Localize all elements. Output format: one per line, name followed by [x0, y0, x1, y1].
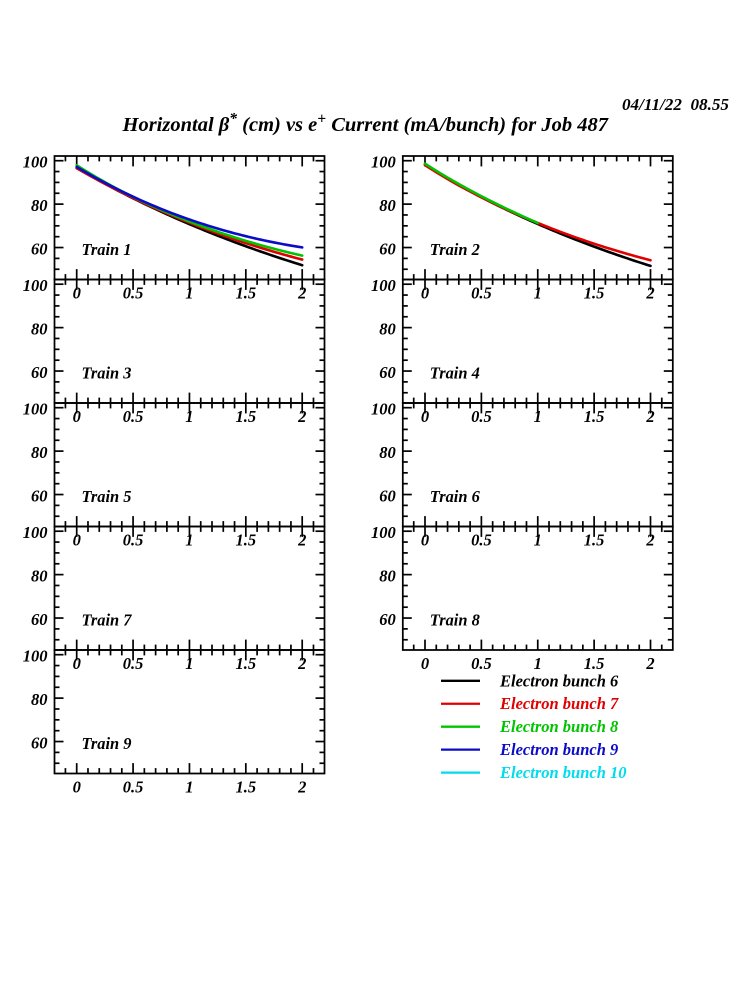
svg-text:100: 100 [371, 523, 396, 542]
svg-text:80: 80 [379, 443, 396, 462]
svg-text:0.5: 0.5 [123, 283, 144, 302]
svg-text:Train 6: Train 6 [430, 487, 481, 506]
svg-text:0.5: 0.5 [123, 654, 144, 673]
svg-text:60: 60 [379, 363, 396, 382]
svg-text:60: 60 [379, 610, 396, 629]
svg-text:Train 2: Train 2 [430, 240, 480, 259]
svg-text:Train 9: Train 9 [82, 734, 132, 753]
svg-text:1: 1 [534, 654, 542, 673]
svg-text:60: 60 [31, 239, 48, 258]
svg-text:Electron bunch 6: Electron bunch 6 [499, 671, 619, 690]
svg-text:100: 100 [371, 153, 396, 172]
svg-text:80: 80 [379, 320, 396, 339]
svg-text:1.5: 1.5 [235, 777, 256, 796]
svg-text:100: 100 [23, 153, 48, 172]
svg-text:1: 1 [534, 407, 542, 426]
svg-text:Train 3: Train 3 [82, 363, 132, 382]
svg-text:1.5: 1.5 [235, 654, 256, 673]
svg-text:80: 80 [379, 567, 396, 586]
svg-text:1.5: 1.5 [584, 283, 605, 302]
svg-text:60: 60 [31, 363, 48, 382]
svg-text:100: 100 [23, 400, 48, 419]
svg-text:1.5: 1.5 [235, 283, 256, 302]
svg-text:80: 80 [31, 443, 48, 462]
svg-text:60: 60 [31, 610, 48, 629]
svg-text:Train 7: Train 7 [82, 610, 133, 629]
svg-text:60: 60 [31, 486, 48, 505]
svg-text:2: 2 [645, 283, 654, 302]
svg-text:Train 4: Train 4 [430, 363, 480, 382]
svg-text:04/11/22 08.55: 04/11/22 08.55 [622, 95, 729, 114]
svg-text:Horizontal β* (cm) vs e+ Curre: Horizontal β* (cm) vs e+ Current (mA/bun… [122, 111, 609, 137]
svg-text:100: 100 [23, 276, 48, 295]
svg-text:2: 2 [297, 777, 306, 796]
svg-text:0.5: 0.5 [123, 407, 144, 426]
svg-text:2: 2 [645, 530, 654, 549]
svg-text:100: 100 [371, 400, 396, 419]
svg-text:1: 1 [185, 777, 193, 796]
svg-text:2: 2 [645, 407, 654, 426]
svg-text:Train 1: Train 1 [82, 240, 132, 259]
svg-text:Train 5: Train 5 [82, 487, 132, 506]
svg-text:2: 2 [297, 530, 306, 549]
svg-text:1.5: 1.5 [584, 654, 605, 673]
svg-text:100: 100 [23, 523, 48, 542]
svg-text:60: 60 [379, 239, 396, 258]
svg-text:Electron bunch 9: Electron bunch 9 [499, 740, 618, 759]
svg-text:80: 80 [31, 567, 48, 586]
svg-text:60: 60 [379, 486, 396, 505]
svg-text:0: 0 [421, 654, 429, 673]
svg-text:0.5: 0.5 [471, 283, 492, 302]
svg-text:2: 2 [297, 283, 306, 302]
svg-text:Electron bunch 10: Electron bunch 10 [499, 763, 627, 782]
svg-text:0.5: 0.5 [123, 777, 144, 796]
svg-text:80: 80 [31, 690, 48, 709]
svg-text:80: 80 [31, 320, 48, 339]
svg-text:1.5: 1.5 [584, 530, 605, 549]
svg-text:Train 8: Train 8 [430, 610, 480, 629]
svg-text:0.5: 0.5 [471, 407, 492, 426]
svg-text:0: 0 [73, 283, 81, 302]
svg-text:0: 0 [73, 407, 81, 426]
svg-text:80: 80 [379, 196, 396, 215]
svg-text:0: 0 [73, 777, 81, 796]
svg-text:100: 100 [371, 276, 396, 295]
svg-text:1.5: 1.5 [235, 530, 256, 549]
svg-text:0: 0 [421, 407, 429, 426]
svg-text:Electron bunch 7: Electron bunch 7 [499, 694, 619, 713]
svg-text:1.5: 1.5 [584, 407, 605, 426]
svg-text:1.5: 1.5 [235, 407, 256, 426]
svg-text:0.5: 0.5 [471, 530, 492, 549]
svg-text:80: 80 [31, 196, 48, 215]
svg-text:60: 60 [31, 733, 48, 752]
svg-text:2: 2 [645, 654, 654, 673]
svg-text:Electron bunch 8: Electron bunch 8 [499, 717, 618, 736]
svg-text:1: 1 [185, 407, 193, 426]
svg-text:0: 0 [421, 530, 429, 549]
svg-text:1: 1 [534, 283, 542, 302]
svg-text:0.5: 0.5 [471, 654, 492, 673]
svg-text:100: 100 [23, 647, 48, 666]
svg-text:2: 2 [297, 654, 306, 673]
svg-text:0: 0 [73, 654, 81, 673]
svg-text:0: 0 [421, 283, 429, 302]
svg-text:2: 2 [297, 407, 306, 426]
svg-text:1: 1 [185, 654, 193, 673]
svg-text:1: 1 [534, 530, 542, 549]
svg-text:0.5: 0.5 [123, 530, 144, 549]
svg-text:1: 1 [185, 283, 193, 302]
svg-text:1: 1 [185, 530, 193, 549]
svg-text:0: 0 [73, 530, 81, 549]
